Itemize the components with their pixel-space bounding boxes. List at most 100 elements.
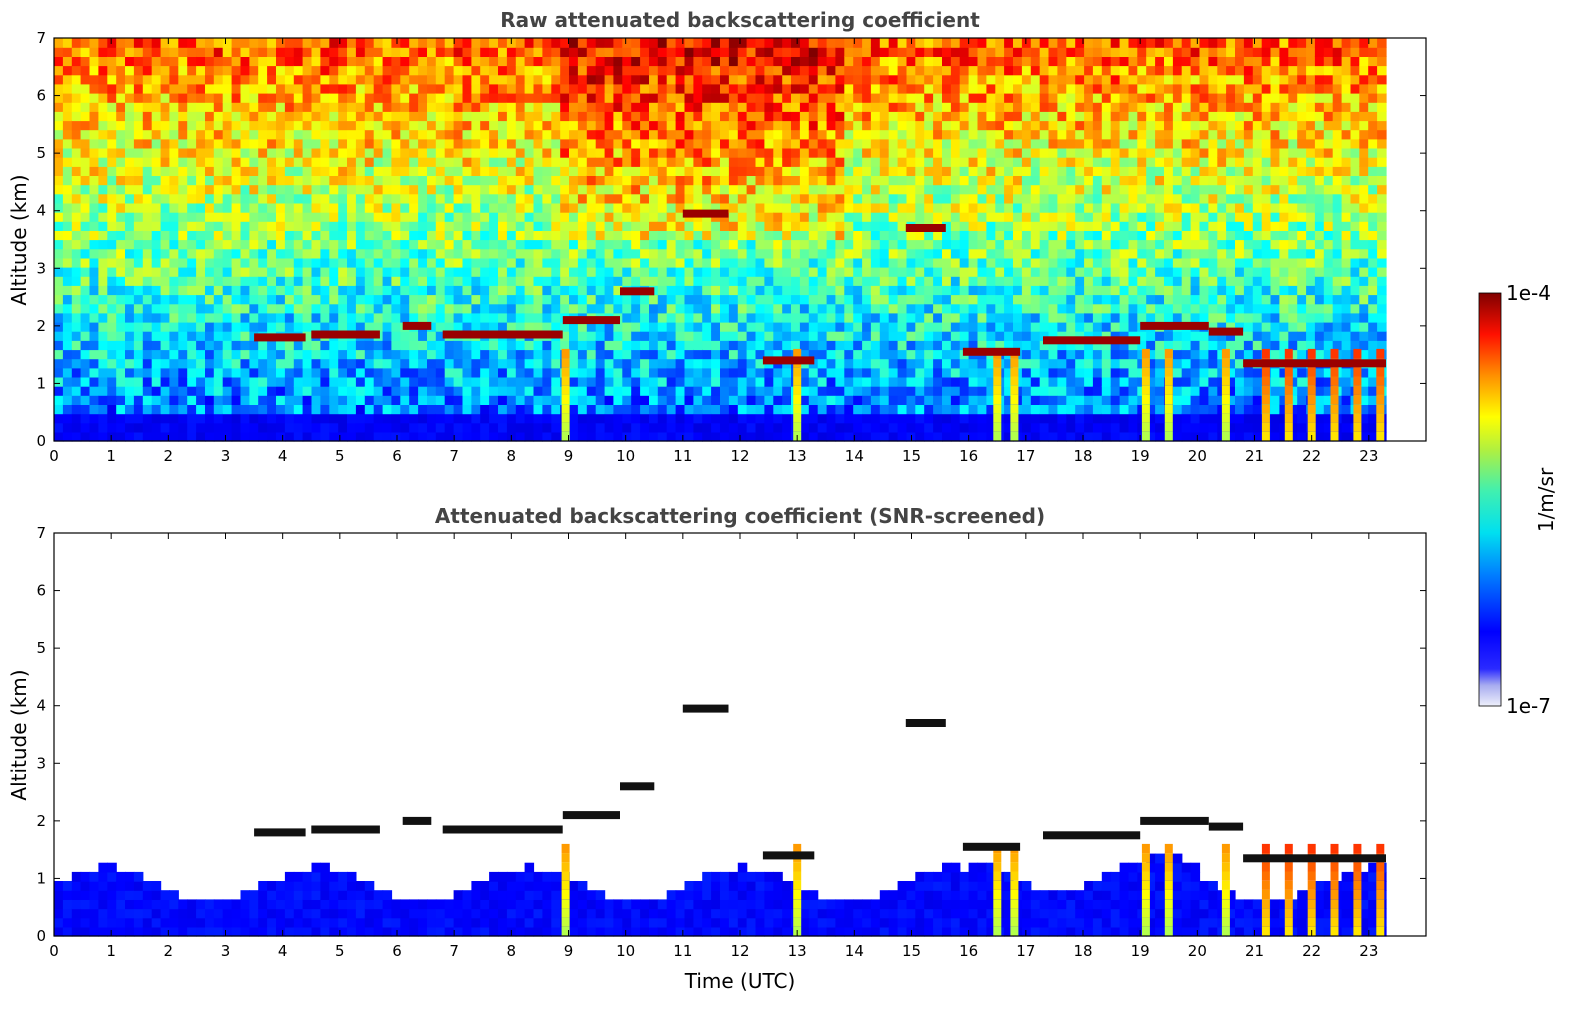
heatmap-cell: [169, 111, 179, 122]
heatmap-cell: [986, 38, 996, 48]
heatmap-cell: [391, 358, 401, 369]
heatmap-cell: [435, 285, 446, 296]
heatmap-cell: [924, 294, 934, 305]
heatmap-cell: [835, 157, 845, 167]
heatmap-cell: [862, 102, 872, 112]
heatmap-cell: [98, 248, 108, 259]
heatmap-cell: [746, 138, 757, 149]
heatmap-cell: [950, 276, 961, 286]
heatmap-cell: [986, 193, 996, 204]
heatmap-cell: [675, 138, 686, 149]
heatmap-cell: [347, 239, 357, 250]
heatmap-cell: [71, 147, 82, 158]
heatmap-cell: [631, 331, 641, 341]
heatmap-cell: [267, 157, 277, 167]
heatmap-cell: [933, 184, 943, 195]
heatmap-cell: [799, 294, 810, 305]
heatmap-cell: [693, 129, 703, 140]
heatmap-cell: [649, 312, 659, 323]
heatmap-cell: [959, 47, 970, 57]
heatmap-cell: [249, 129, 259, 140]
heatmap-cell: [418, 147, 428, 158]
heatmap-cell: [666, 138, 677, 149]
heatmap-cell: [391, 166, 401, 176]
heatmap-cell: [338, 166, 348, 176]
heatmap-cell: [728, 120, 739, 131]
heatmap-cell: [977, 38, 987, 48]
heatmap-cell: [897, 276, 908, 286]
heatmap-cell: [560, 340, 570, 351]
heatmap-cell: [702, 47, 712, 57]
heatmap-cell: [231, 56, 242, 67]
heatmap-cell: [755, 47, 765, 57]
heatmap-cell: [249, 74, 259, 85]
heatmap-cell: [586, 193, 597, 204]
heatmap-cell: [968, 413, 979, 424]
heatmap-cell: [595, 276, 606, 286]
heatmap-cell: [293, 276, 304, 286]
heatmap-cell: [302, 404, 313, 415]
heatmap-cell: [373, 221, 384, 231]
heatmap-cell: [231, 285, 242, 296]
heatmap-cell: [169, 56, 179, 67]
heatmap-cell: [258, 239, 268, 250]
heatmap-cell: [355, 340, 366, 351]
heatmap-cell: [853, 422, 863, 433]
heatmap-cell: [355, 65, 366, 76]
heatmap-cell: [551, 285, 561, 296]
heatmap-cell: [1039, 157, 1050, 167]
heatmap-cell: [569, 166, 579, 176]
heatmap-cell: [1021, 230, 1032, 241]
heatmap-cell: [870, 386, 881, 396]
heatmap-cell: [444, 367, 455, 378]
heatmap-cell: [453, 276, 464, 286]
heatmap-cell: [906, 202, 916, 213]
heatmap-cell: [160, 294, 171, 305]
heatmap-cell: [737, 321, 748, 332]
heatmap-cell: [276, 321, 286, 332]
heatmap-cell: [533, 65, 543, 76]
heatmap-cell: [959, 386, 970, 396]
heatmap-cell: [595, 331, 606, 341]
heatmap-cell: [524, 157, 535, 167]
heatmap-cell: [586, 184, 597, 195]
heatmap-cell: [142, 74, 153, 85]
heatmap-cell: [870, 294, 881, 305]
heatmap-cell: [427, 349, 437, 360]
heatmap-cell: [160, 285, 171, 296]
heatmap-cell: [80, 276, 91, 286]
heatmap-cell: [284, 422, 295, 433]
heatmap-cell: [205, 83, 215, 94]
heatmap-cell: [657, 349, 668, 360]
heatmap-cell: [151, 404, 162, 415]
heatmap-cell: [142, 221, 153, 231]
heatmap-cell: [799, 129, 810, 140]
heatmap-cell: [897, 413, 908, 424]
heatmap-cell: [764, 340, 774, 351]
heatmap-cell: [569, 111, 579, 122]
heatmap-cell: [666, 257, 677, 268]
heatmap-cell: [862, 248, 872, 259]
heatmap-cell: [897, 312, 908, 323]
heatmap-cell: [347, 294, 357, 305]
heatmap-cell: [728, 431, 739, 442]
heatmap-cell: [649, 321, 659, 332]
heatmap-cell: [640, 303, 650, 314]
heatmap-cell: [133, 202, 144, 213]
heatmap-cell: [249, 47, 259, 57]
heatmap-cell: [977, 331, 987, 341]
heatmap-cell: [959, 404, 970, 415]
heatmap-cell: [657, 74, 668, 85]
heatmap-cell: [347, 413, 357, 424]
heatmap-cell: [222, 422, 233, 433]
heatmap-cell: [817, 413, 828, 424]
heatmap-cell: [471, 65, 481, 76]
heatmap-cell: [675, 202, 686, 213]
heatmap-cell: [933, 358, 943, 369]
heatmap-cell: [924, 65, 934, 76]
heatmap-cell: [418, 367, 428, 378]
heatmap-cell: [338, 102, 348, 112]
heatmap-cell: [817, 202, 828, 213]
heatmap-cell: [915, 93, 925, 103]
heatmap-cell: [222, 111, 233, 122]
